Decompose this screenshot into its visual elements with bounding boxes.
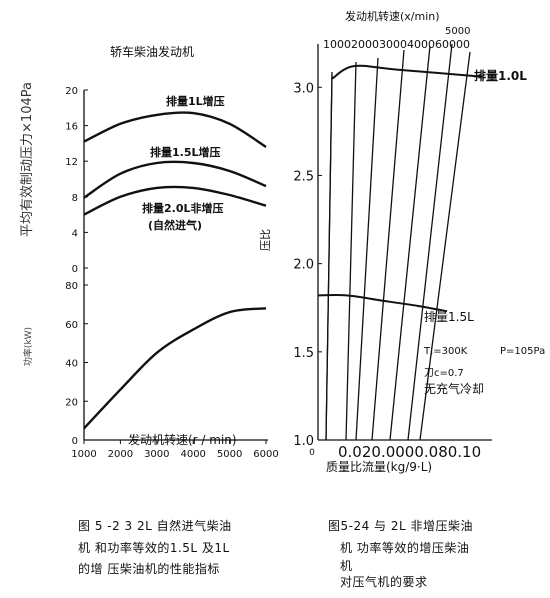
left-series-line-2 bbox=[83, 185, 267, 216]
right-speed-line-3000 bbox=[355, 57, 379, 441]
left-top-ytick-label: 4 bbox=[72, 228, 78, 239]
left-top-ytick-label: 0 bbox=[72, 264, 78, 275]
annotation-eta: 刀c=0.7 bbox=[424, 368, 464, 379]
right-ytick-label: 2.5 bbox=[293, 169, 314, 184]
left-xtick-label: 4000 bbox=[180, 449, 205, 460]
right-speed-line-6000 bbox=[407, 43, 453, 441]
left-series-line-1 bbox=[83, 160, 267, 199]
right-top-axis-label: 发动机转速(x/min) bbox=[345, 10, 440, 23]
right-series-label-1-0L: 排量1.0L bbox=[474, 68, 527, 83]
left-series-label-1: 排量1.5L增压 bbox=[150, 145, 221, 159]
left-top-ytick-label: 8 bbox=[72, 193, 78, 204]
right-top-ticks-row: 100020003000400060000 bbox=[323, 38, 470, 51]
right-xtick-labels: 0.020.0000.080.10 bbox=[338, 443, 481, 461]
right-surge-line bbox=[325, 71, 333, 441]
left-top-ytick-label: 20 bbox=[65, 86, 78, 97]
left-chart-title: 轿车柴油发动机 bbox=[110, 45, 195, 59]
right-xlabel: 质量比流量(kg/9·L) bbox=[326, 460, 433, 474]
left-xtick-label: 6000 bbox=[253, 449, 278, 460]
left-top-ytick-label: 16 bbox=[65, 122, 78, 133]
left-xtick-label: 3000 bbox=[144, 449, 169, 460]
left-series-line-0 bbox=[83, 111, 267, 149]
right-caption-line-2: 机 功率等效的增压柴油 bbox=[340, 541, 470, 555]
left-xlabel: 发动机转速(r / min) bbox=[128, 433, 237, 447]
left-series-label-0: 排量1L增压 bbox=[166, 94, 225, 108]
right-caption-line-4: 对压气机的要求 bbox=[340, 575, 428, 589]
right-speed-line-5000 bbox=[389, 45, 431, 441]
annotation-no-cooling: 无充气冷却 bbox=[424, 382, 485, 396]
right-choke-line bbox=[419, 51, 471, 441]
right-ytick-label: 1.0 bbox=[293, 434, 314, 449]
left-caption-line-2: 机 和功率等效的1.5L 及1L bbox=[78, 541, 230, 555]
right-ytick-label: 1.5 bbox=[293, 346, 314, 361]
left-xtick-label: 2000 bbox=[108, 449, 133, 460]
right-series-label-1-5L: 排量1.5L bbox=[424, 310, 474, 324]
right-series-line-0 bbox=[331, 64, 483, 80]
left-xtick-label: 5000 bbox=[217, 449, 242, 460]
right-xtick-origin: 0 bbox=[309, 448, 315, 458]
annotation-p: P=105Pa bbox=[500, 346, 546, 357]
right-top-tick-5000: 5000 bbox=[445, 26, 471, 37]
left-bottom-ytick-label: 60 bbox=[65, 320, 78, 331]
right-speed-line-2000 bbox=[345, 61, 357, 441]
left-series-label-3: (自然进气) bbox=[148, 218, 202, 232]
left-bottom-ytick-label: 40 bbox=[65, 359, 78, 370]
left-series-label-2: 排量2.0L非增压 bbox=[142, 201, 224, 215]
right-chart: 3.0 2.5 2.0 1.5 1.00 0.020.0000.080.10 排量1.0L 排… bbox=[293, 43, 527, 461]
right-series-line-1 bbox=[317, 294, 448, 313]
left-bottom-ytick-label: 0 bbox=[72, 436, 78, 447]
right-caption-line-3: 机 bbox=[340, 559, 353, 573]
left-top-ytick-label: 12 bbox=[65, 157, 78, 168]
left-bottom-ytick-label: 80 bbox=[65, 281, 78, 292]
annotation-t: T,=300K bbox=[424, 346, 468, 357]
right-caption-line-1: 图5-24 与 2L 非增压柴油 bbox=[328, 519, 473, 533]
right-ytick-label: 2.0 bbox=[293, 258, 314, 273]
left-series-line-3 bbox=[83, 307, 267, 430]
right-speed-line-4000 bbox=[371, 49, 405, 441]
left-caption-line-1: 图 5 -2 3 2L 自然进气柴油 bbox=[78, 519, 232, 533]
left-caption-line-3: 的增 压柴油机的性能指标 bbox=[78, 562, 220, 576]
right-ytick-label: 3.0 bbox=[293, 81, 314, 96]
left-xtick-label: 1000 bbox=[71, 449, 96, 460]
left-bottom-ytick-label: 20 bbox=[65, 397, 78, 408]
